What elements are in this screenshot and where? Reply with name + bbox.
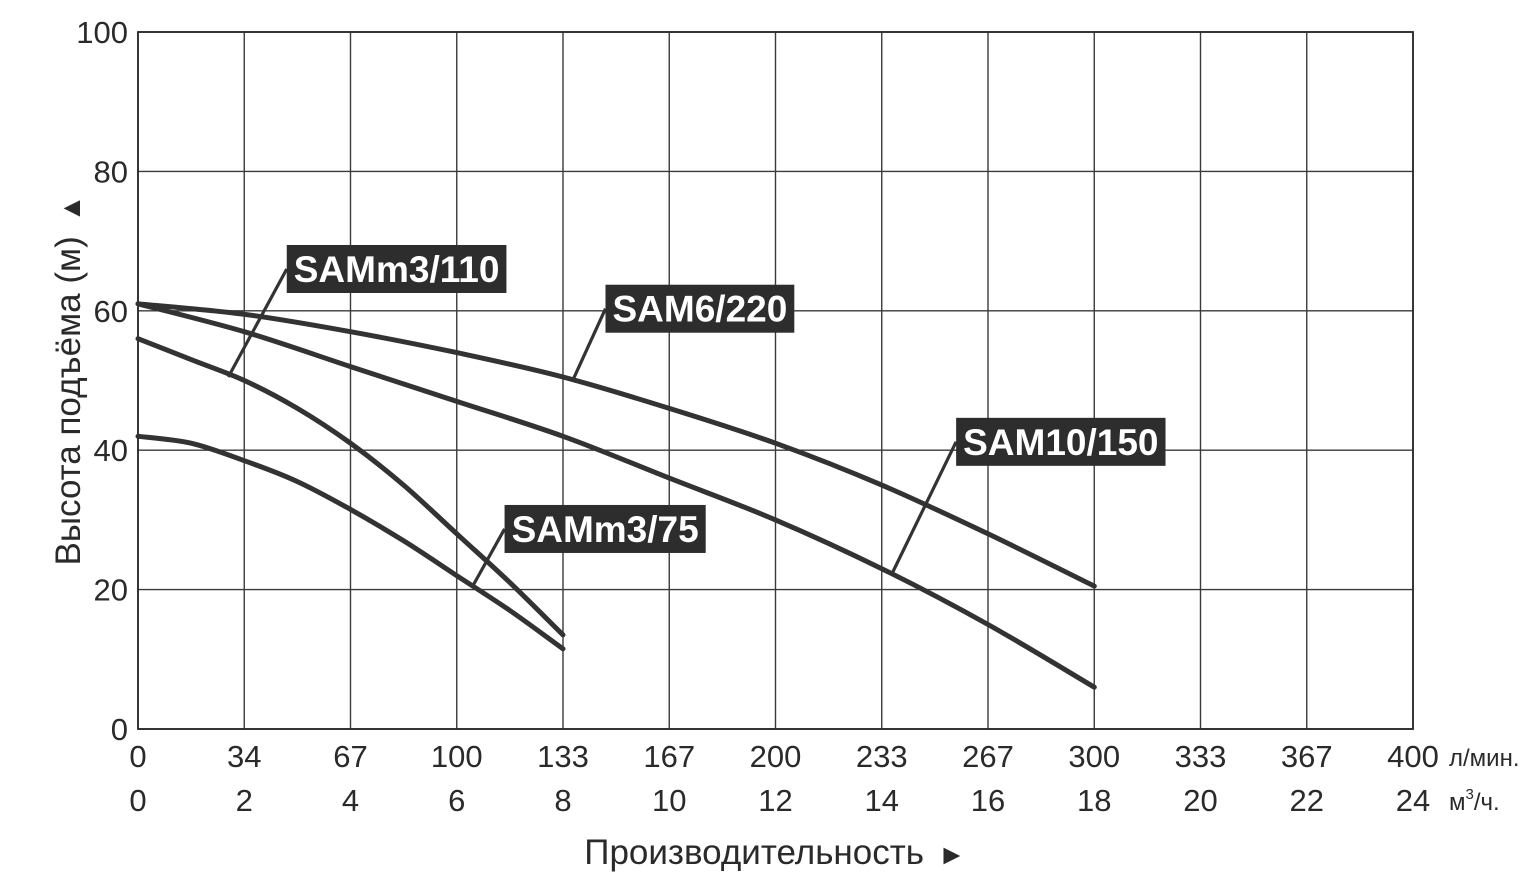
x-tick-label-lpm: 0: [129, 739, 146, 774]
x-tick-label-lpm: 333: [1175, 739, 1227, 774]
x-tick-label-m3h: 0: [129, 783, 146, 818]
x-tick-label-lpm: 233: [856, 739, 908, 774]
y-tick-label: 0: [111, 712, 128, 747]
y-tick-label: 80: [94, 154, 128, 189]
x-tick-label-m3h: 12: [758, 783, 792, 818]
leader-line: [226, 268, 289, 378]
plot-frame: [137, 31, 1414, 730]
x-tick-label-lpm: 367: [1281, 739, 1333, 774]
y-tick-label: 100: [76, 15, 128, 50]
leader-line: [471, 528, 506, 587]
y-axis-title: Высота подъёма (м) ▲: [49, 195, 88, 566]
x-axis-arrow: ►: [938, 839, 966, 870]
series-label-sam10-150: SAM10/150: [963, 422, 1158, 463]
y-tick-label: 40: [94, 433, 128, 468]
x-tick-label-m3h: 16: [971, 783, 1005, 818]
y-tick-labels: 0 20 40 60 80 100: [76, 15, 128, 747]
unit-tail: /ч.: [1474, 789, 1500, 816]
x-tick-label-lpm: 34: [227, 739, 261, 774]
series-label-sam6-220: SAM6/220: [613, 289, 788, 330]
x-tick-label-m3h: 4: [342, 783, 359, 818]
series-label-box: [504, 504, 706, 553]
x-tick-label-lpm: 167: [643, 739, 695, 774]
series-line-sam10-150: [135, 301, 1097, 690]
series-line-samm3-110: [135, 336, 566, 638]
series-curves: [135, 301, 1097, 690]
x-tick-label-m3h: 24: [1396, 783, 1430, 818]
x-axis-unit-lpm: л/мин.: [1449, 745, 1520, 772]
y-tick-label: 20: [94, 573, 128, 608]
x-tick-label-m3h: 6: [448, 783, 465, 818]
y-axis-title-text: Высота подъёма (м): [49, 236, 88, 565]
x-tick-label-m3h: 20: [1183, 783, 1217, 818]
unit-sup: 3: [1466, 786, 1474, 803]
leader-line: [572, 308, 607, 380]
x-axis-title-text: Производительность: [584, 833, 924, 872]
x-tick-label-m3h: 22: [1290, 783, 1324, 818]
x-axis-unit-m3h: м3/ч.: [1449, 786, 1500, 816]
x-tick-label-lpm: 67: [333, 739, 367, 774]
x-tick-label-m3h: 14: [865, 783, 899, 818]
x-axis-title: Производительность ►: [584, 833, 965, 872]
unit-base: м: [1449, 789, 1466, 816]
series-line-samm3-75: [135, 433, 566, 652]
leader-line: [890, 441, 958, 574]
x-tick-labels: 0034267410061338167102001223314267163001…: [129, 739, 1438, 818]
grid: [137, 31, 1414, 730]
series-label-samm3-75: SAMm3/75: [512, 509, 699, 550]
x-tick-label-lpm: 200: [750, 739, 802, 774]
x-tick-label-lpm: 133: [537, 739, 589, 774]
series-label-samm3-110: SAMm3/110: [294, 249, 500, 290]
x-tick-label-m3h: 10: [652, 783, 686, 818]
series-label-box: [956, 417, 1166, 466]
series-line-sam6-220: [135, 301, 1097, 589]
x-tick-label-lpm: 300: [1068, 739, 1120, 774]
x-tick-label-m3h: 18: [1077, 783, 1111, 818]
x-tick-label-lpm: 267: [962, 739, 1014, 774]
series-labels: SAMm3/110 SAM6/220 SAM10/150 SAMm3/75: [226, 244, 1166, 587]
x-tick-label-m3h: 2: [236, 783, 253, 818]
x-tick-label-lpm: 100: [431, 739, 483, 774]
y-axis-arrow: ▲: [55, 195, 86, 223]
x-tick-label-lpm: 400: [1387, 739, 1439, 774]
x-tick-label-m3h: 8: [554, 783, 571, 818]
series-label-box: [286, 244, 507, 293]
y-tick-label: 60: [94, 294, 128, 329]
series-label-box: [605, 284, 795, 333]
